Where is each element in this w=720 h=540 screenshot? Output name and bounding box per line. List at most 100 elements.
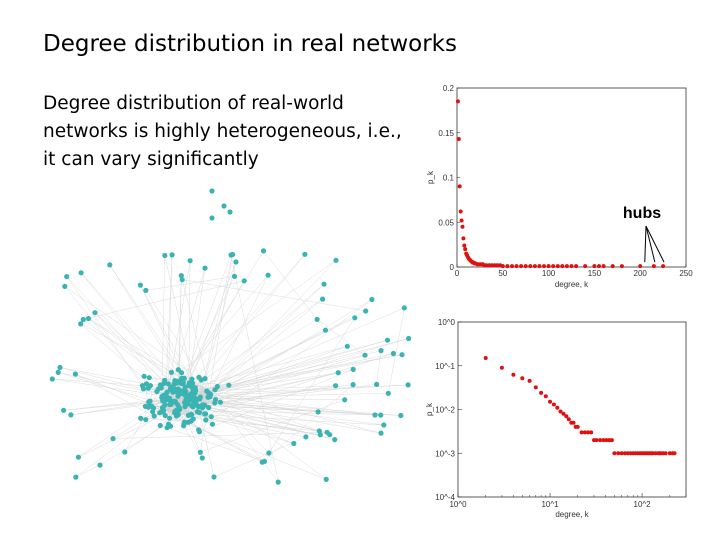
network-node	[384, 337, 391, 343]
network-node	[181, 423, 187, 429]
network-edge	[188, 372, 339, 396]
network-node	[175, 367, 181, 373]
network-node	[167, 386, 173, 392]
network-node	[206, 405, 212, 411]
y-axis-label: p_k	[426, 170, 435, 184]
network-node	[401, 305, 407, 311]
slide-title: Degree distribution in real networks	[43, 31, 457, 57]
network-node	[241, 278, 247, 284]
network-node	[209, 188, 215, 194]
data-point	[543, 394, 548, 399]
network-node	[195, 403, 201, 409]
x-tick-label: 250	[679, 269, 693, 278]
data-point	[532, 264, 537, 269]
data-point	[612, 451, 617, 456]
network-node	[227, 209, 233, 215]
data-point	[571, 420, 576, 425]
network-node	[378, 348, 384, 354]
data-series	[483, 356, 677, 456]
network-node	[173, 407, 179, 413]
network-node	[207, 394, 213, 400]
network-node	[162, 412, 168, 419]
network-node	[317, 432, 323, 438]
network-node	[171, 381, 177, 387]
network-node	[179, 390, 185, 396]
data-point	[597, 264, 601, 269]
network-node	[228, 252, 234, 258]
network-node	[217, 399, 223, 405]
data-point	[579, 430, 584, 435]
data-point	[564, 264, 569, 269]
data-point	[463, 247, 468, 252]
data-point	[455, 99, 460, 104]
data-point	[514, 264, 519, 269]
network-node	[165, 381, 171, 387]
data-point	[601, 264, 606, 269]
network-node	[390, 350, 396, 357]
network-edge	[197, 404, 381, 416]
x-axis-label: degree, k	[555, 280, 589, 289]
data-point	[555, 264, 560, 269]
network-edge	[140, 285, 193, 384]
data-point	[462, 243, 467, 248]
data-point	[661, 264, 666, 269]
data-point	[555, 405, 560, 410]
network-node	[352, 315, 358, 321]
data-point	[592, 264, 597, 269]
network-node	[226, 382, 232, 388]
data-point	[598, 438, 603, 443]
network-edge	[164, 409, 206, 421]
network-node	[143, 381, 149, 387]
data-point	[505, 264, 510, 269]
network-edge	[209, 350, 381, 393]
network-node	[146, 399, 152, 405]
network-nodes	[49, 188, 412, 485]
network-edge	[197, 261, 237, 406]
network-edge	[160, 425, 265, 462]
network-edge	[197, 384, 354, 406]
network-node	[342, 397, 348, 403]
network-edge	[209, 353, 394, 393]
network-edge	[209, 275, 269, 393]
network-node	[327, 432, 333, 438]
data-point	[604, 438, 609, 443]
network-edge	[63, 397, 179, 411]
data-point	[566, 417, 571, 422]
network-node	[78, 270, 84, 276]
network-node	[167, 401, 173, 408]
data-point	[638, 264, 643, 269]
data-point	[594, 438, 599, 443]
data-point	[651, 264, 656, 269]
body-line: Degree distribution of real-world	[43, 93, 344, 114]
network-node	[189, 391, 195, 397]
network-node	[221, 203, 227, 209]
network-edge	[197, 404, 215, 478]
network-node	[333, 257, 339, 263]
network-node	[179, 370, 185, 376]
y-tick-label: 10^-3	[435, 449, 455, 458]
network-edge	[52, 378, 143, 386]
data-point	[519, 264, 524, 269]
network-edge	[376, 350, 382, 385]
data-point	[495, 263, 500, 268]
network-node	[85, 315, 91, 322]
network-node	[302, 251, 308, 257]
data-point	[622, 451, 627, 456]
network-node	[202, 265, 208, 271]
network-node	[187, 258, 193, 264]
network-edge	[75, 464, 101, 478]
network-node	[344, 343, 350, 349]
network-node	[72, 371, 78, 377]
network-edge	[182, 279, 211, 393]
network-node	[62, 283, 68, 289]
network-node	[363, 308, 369, 314]
network-node	[399, 352, 405, 358]
body-line: networks is highly heterogeneous, i.e.,	[43, 121, 402, 142]
network-node	[212, 397, 219, 403]
network-node	[143, 417, 149, 423]
network-node	[190, 416, 196, 422]
network-edge	[217, 340, 388, 387]
data-point	[610, 264, 615, 269]
